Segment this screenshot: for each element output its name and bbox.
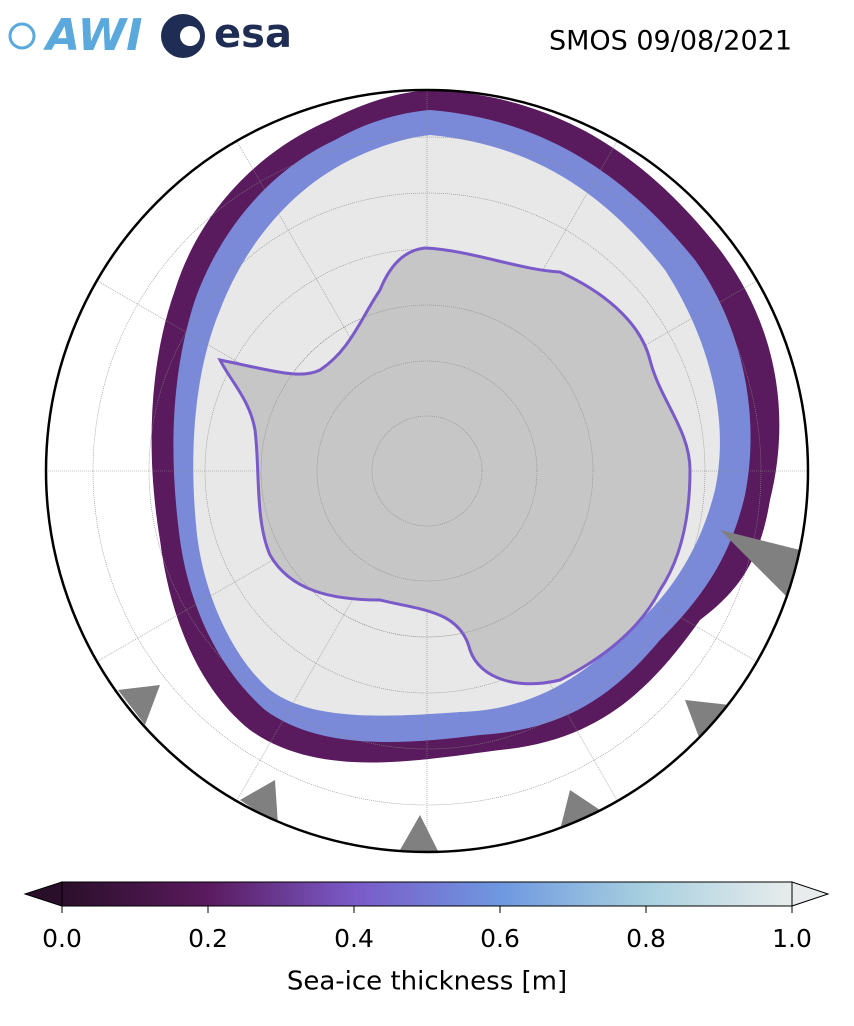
colorbar-label: Sea-ice thickness [m] [287,967,567,997]
tick-label: 0.2 [188,924,228,953]
colorbar-extend [791,881,830,907]
tick-label: 0.8 [626,924,666,953]
map-title: SMOS 09/08/2021 [549,26,792,57]
map-border [44,88,810,854]
tick-label: 0.6 [480,924,520,953]
colorbar-bar [61,881,793,907]
tick-label: 0.0 [42,924,82,953]
logo-text: esa [214,11,292,57]
logo-text: AWI [43,10,143,61]
tick-label: 0.4 [334,924,374,953]
colorbar: 0.0 0.2 0.4 0.6 0.8 1.0 [23,881,830,953]
tick-label: 1.0 [772,924,812,953]
awi-logo: AWI [8,10,143,61]
map [46,90,808,852]
esa-logo: esa [161,11,292,58]
colorbar-extend [23,881,63,907]
